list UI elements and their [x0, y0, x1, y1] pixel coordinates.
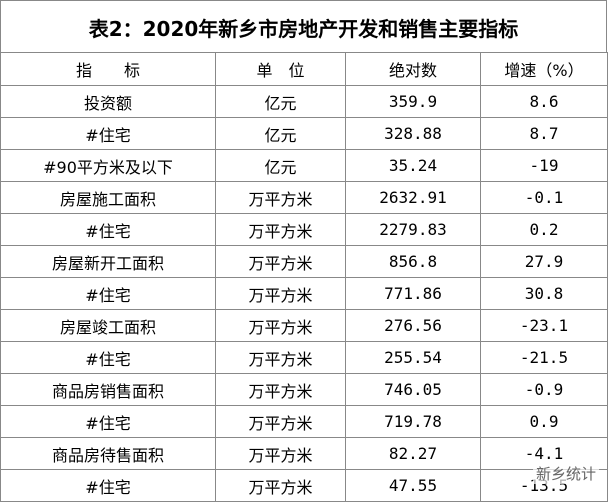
- table-row: 投资额 亿元 359.9 8.6: [0, 85, 608, 118]
- table-cell: 投资额: [0, 85, 216, 118]
- table-row: 商品房待售面积 万平方米 82.27 -4.1: [0, 437, 608, 470]
- table-cell: 万平方米: [215, 373, 346, 406]
- table-cell: #住宅: [0, 117, 216, 150]
- table-cell: 0.9: [480, 405, 608, 438]
- table-cell: 8.6: [480, 85, 608, 118]
- table-cell: 亿元: [215, 149, 346, 182]
- table-title: 表2：2020年新乡市房地产开发和销售主要指标: [0, 0, 607, 52]
- table-cell: 27.9: [480, 245, 608, 278]
- table-cell: 万平方米: [215, 213, 346, 246]
- table-cell: 商品房待售面积: [0, 437, 216, 470]
- table-cell: -19: [480, 149, 608, 182]
- table-row: #住宅 万平方米 255.54 -21.5: [0, 341, 608, 374]
- table-row: #住宅 亿元 328.88 8.7: [0, 117, 608, 150]
- header-cell: 绝对数: [345, 52, 481, 86]
- header-cell: 单 位: [215, 52, 346, 86]
- table-cell: 255.54: [345, 341, 481, 374]
- table-row: #住宅 万平方米 771.86 30.8: [0, 277, 608, 310]
- table-row: #住宅 万平方米 47.55 -13.5: [0, 469, 608, 502]
- table-row: #90平方米及以下 亿元 35.24 -19: [0, 149, 608, 182]
- table-cell: 856.8: [345, 245, 481, 278]
- header-row: 指 标单 位绝对数 增速（%）: [0, 52, 608, 86]
- table-cell: 2279.83: [345, 213, 481, 246]
- table-cell: 30.8: [480, 277, 608, 310]
- table-cell: 万平方米: [215, 277, 346, 310]
- table-cell: #90平方米及以下: [0, 149, 216, 182]
- table-cell: #住宅: [0, 277, 216, 310]
- table-cell: -23.1: [480, 309, 608, 342]
- table-cell: 万平方米: [215, 181, 346, 214]
- table-cell: 746.05: [345, 373, 481, 406]
- table-cell: 328.88: [345, 117, 481, 150]
- table-cell: 房屋新开工面积: [0, 245, 216, 278]
- table-cell: 万平方米: [215, 437, 346, 470]
- table-cell: 719.78: [345, 405, 481, 438]
- table-row: #住宅 万平方米 2279.83 0.2: [0, 213, 608, 246]
- header-cell: 增速（%）: [480, 52, 608, 86]
- table-cell: 房屋竣工面积: [0, 309, 216, 342]
- table-cell: 359.9: [345, 85, 481, 118]
- table-cell: -0.9: [480, 373, 608, 406]
- table-row: 商品房销售面积 万平方米 746.05 -0.9: [0, 373, 608, 406]
- header-cell: 指 标: [0, 52, 216, 86]
- table-cell: 万平方米: [215, 309, 346, 342]
- table-cell: 82.27: [345, 437, 481, 470]
- watermark: 新乡统计: [532, 463, 599, 484]
- table-cell: 房屋施工面积: [0, 181, 216, 214]
- data-table: 指 标单 位绝对数 增速（%） 投资额 亿元 359.9 8.6 #住宅 亿元 328.88 8.…: [0, 52, 608, 502]
- table-cell: 万平方米: [215, 469, 346, 502]
- table-cell: #住宅: [0, 469, 216, 502]
- table-row: 房屋竣工面积 万平方米 276.56 -23.1: [0, 309, 608, 342]
- table-cell: 万平方米: [215, 405, 346, 438]
- table-cell: 万平方米: [215, 341, 346, 374]
- table-cell: 8.7: [480, 117, 608, 150]
- table-cell: 35.24: [345, 149, 481, 182]
- table-cell: 亿元: [215, 117, 346, 150]
- table-row: #住宅 万平方米 719.78 0.9: [0, 405, 608, 438]
- table-cell: 771.86: [345, 277, 481, 310]
- table-cell: 0.2: [480, 213, 608, 246]
- table-cell: -0.1: [480, 181, 608, 214]
- table-cell: #住宅: [0, 341, 216, 374]
- table-cell: #住宅: [0, 405, 216, 438]
- table-cell: 2632.91: [345, 181, 481, 214]
- table-row: 房屋新开工面积 万平方米 856.8 27.9: [0, 245, 608, 278]
- table-cell: 万平方米: [215, 245, 346, 278]
- table-cell: 亿元: [215, 85, 346, 118]
- table-cell: #住宅: [0, 213, 216, 246]
- table-cell: 商品房销售面积: [0, 373, 216, 406]
- table-row: 房屋施工面积 万平方米 2632.91 -0.1: [0, 181, 608, 214]
- table-cell: 276.56: [345, 309, 481, 342]
- table-cell: 47.55: [345, 469, 481, 502]
- table-cell: -21.5: [480, 341, 608, 374]
